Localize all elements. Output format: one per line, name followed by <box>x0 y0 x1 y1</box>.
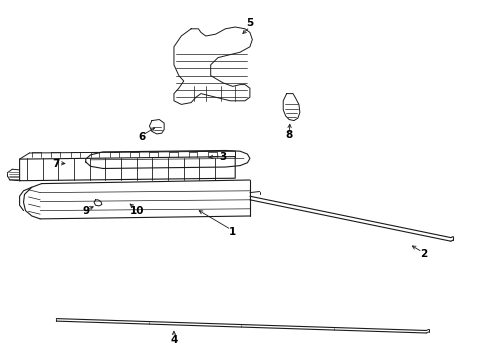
Text: 8: 8 <box>286 130 293 140</box>
Text: 9: 9 <box>82 206 89 216</box>
Text: 6: 6 <box>139 132 146 142</box>
Text: 10: 10 <box>130 206 145 216</box>
Text: 4: 4 <box>170 335 178 345</box>
Text: 7: 7 <box>52 159 60 169</box>
Text: 5: 5 <box>246 18 253 28</box>
Text: 2: 2 <box>420 249 427 259</box>
Text: 3: 3 <box>220 152 226 162</box>
Text: 1: 1 <box>229 227 236 237</box>
